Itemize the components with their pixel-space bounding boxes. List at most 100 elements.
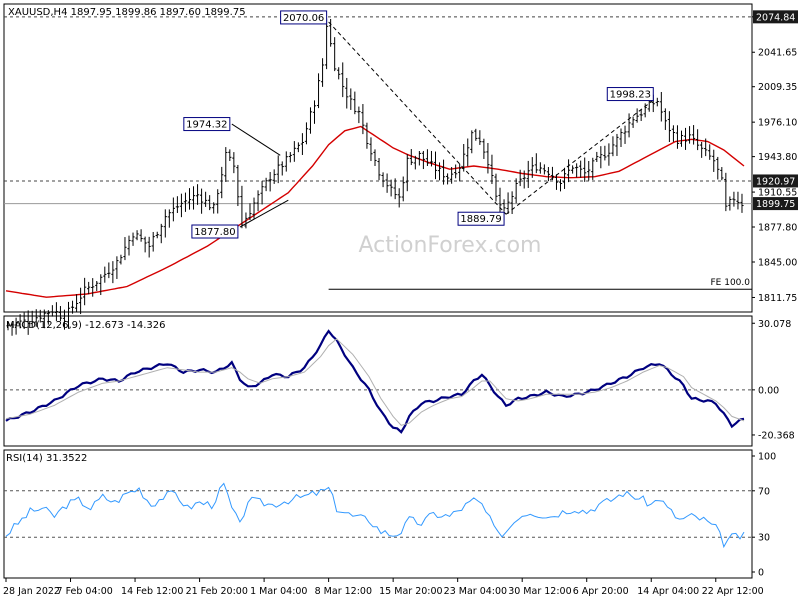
- price-bar: [79, 287, 83, 315]
- price-bar: [357, 106, 361, 124]
- trendline-2: [328, 21, 507, 215]
- price-bar: [591, 157, 595, 180]
- price-bar: [220, 166, 224, 199]
- price-bar: [304, 122, 309, 145]
- price-bar: [139, 229, 143, 242]
- annotation-box: 1889.79: [457, 211, 505, 226]
- reference-lines: FE 100.0: [4, 16, 752, 538]
- price-bar: [724, 172, 728, 212]
- price-bar: [522, 170, 526, 189]
- price-bar: [14, 317, 18, 335]
- annotation-box: 1998.23: [606, 87, 654, 102]
- price-bar: [732, 191, 736, 207]
- price-bar: [619, 128, 623, 148]
- price-bar: [498, 187, 502, 215]
- price-bar: [514, 178, 518, 204]
- price-bar: [631, 116, 635, 128]
- price-bar: [34, 309, 38, 327]
- price-bar: [595, 151, 599, 162]
- price-bar: [538, 162, 542, 174]
- price-bar: [663, 108, 667, 130]
- price-bar: [183, 192, 188, 212]
- price-bar: [571, 165, 575, 174]
- price-bar: [659, 91, 663, 122]
- price-bar: [433, 151, 438, 180]
- trendline-0: [231, 123, 281, 156]
- price-bar: [18, 314, 22, 329]
- price-bar: [554, 174, 559, 190]
- signal-line: [5, 338, 745, 426]
- price-bar: [143, 236, 147, 253]
- price-bar: [191, 186, 196, 210]
- price-panel-frame: [3, 3, 753, 313]
- price-bar: [482, 138, 486, 159]
- price-bar: [115, 256, 119, 279]
- price-bar: [244, 212, 248, 229]
- price-bar: [437, 162, 442, 181]
- price-bar: [401, 176, 405, 202]
- price-bar: [534, 153, 538, 174]
- price-tag: 2074.84: [753, 10, 798, 24]
- price-bar: [228, 149, 232, 162]
- price-bar: [409, 149, 413, 166]
- ma-line: [5, 125, 745, 298]
- price-bar: [607, 143, 611, 166]
- price-bar: [256, 190, 260, 212]
- price-bar: [445, 173, 450, 185]
- macd-panel-frame: [3, 315, 753, 447]
- price-bar: [288, 152, 292, 163]
- price-bar: [195, 184, 200, 205]
- annotation-label: 1974.32: [186, 120, 227, 131]
- price-bar: [429, 150, 434, 167]
- price-bar: [450, 167, 454, 184]
- price-bar: [639, 109, 643, 122]
- xtick-label: 1 Mar 04:00: [250, 586, 307, 597]
- price-bar: [369, 137, 373, 162]
- xtick-label: 14 Feb 12:00: [121, 586, 183, 597]
- price-bar: [506, 192, 510, 214]
- price-bar: [260, 180, 264, 205]
- price-bar: [91, 278, 95, 297]
- price-bar: [147, 236, 151, 258]
- price-bar: [421, 150, 425, 170]
- xtick-label: 6 Apr 20:00: [573, 586, 629, 597]
- price-bar: [683, 127, 688, 150]
- price-bar: [208, 195, 212, 211]
- price-bar: [252, 197, 256, 219]
- price-bar: [679, 130, 684, 147]
- price-bar: [643, 103, 647, 118]
- price-bar: [466, 138, 470, 167]
- price-bar: [58, 306, 63, 322]
- price-bar: [123, 237, 127, 261]
- price-bar: [700, 141, 704, 158]
- price-bar: [224, 147, 228, 182]
- price-bar: [103, 266, 107, 283]
- price-bar: [70, 300, 75, 314]
- macd-ytick-label: 30.078: [758, 319, 791, 330]
- price-bar: [675, 125, 680, 149]
- price-bar: [66, 301, 71, 329]
- rsi-line-path: [5, 482, 745, 549]
- price-bar: [546, 167, 551, 182]
- price-bar: [575, 163, 579, 178]
- price-bar: [728, 196, 732, 211]
- price-bar: [320, 58, 325, 87]
- price-bar: [470, 130, 474, 154]
- price-bar: [385, 173, 389, 193]
- price-bar: [111, 261, 115, 284]
- price-bar: [623, 125, 627, 144]
- price-bar: [627, 113, 631, 138]
- price-bar: [393, 178, 397, 200]
- price-bar: [151, 231, 155, 252]
- price-bar: [26, 310, 30, 335]
- price-ytick-label: 2041.65: [758, 48, 797, 59]
- price-bar: [42, 309, 46, 329]
- price-bar: [50, 305, 54, 317]
- price-bar: [716, 156, 720, 180]
- annotation-box: 1877.80: [191, 224, 239, 239]
- price-bar: [337, 67, 341, 80]
- price-bar: [377, 158, 381, 181]
- price-bar: [284, 151, 288, 172]
- price-bar: [62, 309, 67, 330]
- macd-line: [5, 329, 745, 434]
